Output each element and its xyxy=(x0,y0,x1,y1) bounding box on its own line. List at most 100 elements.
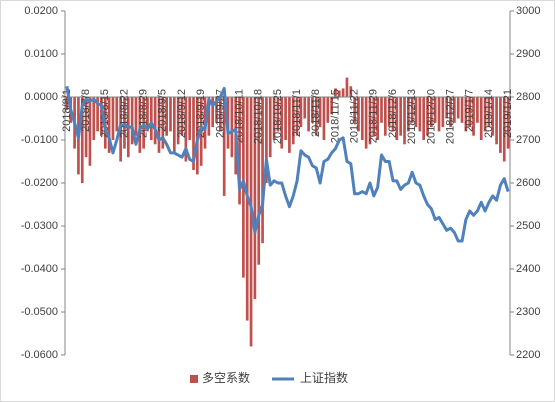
y-tick-label: -0.0100 xyxy=(21,134,58,146)
x-tick-label: 2018/11/29 xyxy=(368,89,380,143)
y2-tick-label: 2300 xyxy=(516,306,540,318)
y2-tick-label: 2500 xyxy=(516,220,540,232)
bar xyxy=(115,97,119,132)
bar xyxy=(441,97,445,128)
bar xyxy=(161,97,165,149)
bar xyxy=(337,90,341,97)
x-tick-label: 2018/10/18 xyxy=(253,89,265,144)
bar xyxy=(334,88,337,97)
bar xyxy=(257,97,261,265)
y-tick-label: -0.0200 xyxy=(21,177,58,189)
bar xyxy=(307,97,310,132)
bar xyxy=(311,97,314,123)
y2-tick-label: 2400 xyxy=(516,263,540,275)
bar xyxy=(487,97,491,128)
x-tick-label: 2018/9/5 xyxy=(157,89,169,132)
y-tick-label: 0.0200 xyxy=(24,5,58,17)
x-tick-label: 2019/1/7 xyxy=(464,89,476,132)
bar xyxy=(418,97,422,132)
bar xyxy=(138,97,142,153)
y-tick-label: -0.0300 xyxy=(21,220,58,232)
bar xyxy=(215,97,218,123)
bar xyxy=(410,97,414,123)
x-tick-label: 2018/8/29 xyxy=(138,89,150,138)
x-tick-label: 2018/12/20 xyxy=(425,89,437,144)
bar xyxy=(153,97,157,145)
bar xyxy=(265,97,268,183)
x-tick-label: 2018/11/22 xyxy=(349,89,361,143)
bar xyxy=(414,97,418,128)
legend-label: 上证指数 xyxy=(300,370,348,385)
bar xyxy=(364,97,368,149)
bar xyxy=(491,97,495,136)
bar xyxy=(357,97,360,132)
x-tick-label: 2018/10/25 xyxy=(272,89,284,144)
bar xyxy=(472,97,475,136)
x-tick-label: 2018/11/8 xyxy=(310,89,322,137)
bar xyxy=(453,97,456,123)
bar xyxy=(476,97,479,123)
bar xyxy=(100,97,103,136)
bar xyxy=(422,97,426,140)
bar xyxy=(192,97,195,171)
bar xyxy=(341,88,345,97)
bar xyxy=(276,97,280,132)
y2-tick-label: 3000 xyxy=(516,5,540,17)
bar xyxy=(284,97,287,140)
bar xyxy=(445,97,449,119)
bar xyxy=(165,97,169,136)
bar xyxy=(180,97,184,136)
bar xyxy=(272,97,276,140)
x-tick-label: 2019/1/14 xyxy=(483,89,495,138)
x-tick-label: 2018/12/27 xyxy=(444,89,456,144)
x-tick-label: 2018/9/12 xyxy=(176,89,188,138)
y2-tick-label: 2700 xyxy=(516,134,540,146)
x-tick-label: 2018/12/13 xyxy=(406,89,418,144)
bar xyxy=(372,97,376,136)
bar xyxy=(318,97,322,128)
bar xyxy=(437,97,441,132)
bar xyxy=(403,97,406,145)
y-tick-label: -0.0500 xyxy=(21,306,58,318)
bar xyxy=(376,97,379,140)
bar xyxy=(130,97,134,145)
bar xyxy=(330,97,333,115)
x-tick-label: 2018/11/1 xyxy=(291,89,303,137)
bar xyxy=(460,97,464,123)
bar xyxy=(211,97,215,128)
y-tick-label: 0.0100 xyxy=(24,48,58,60)
bar xyxy=(349,86,353,97)
bar xyxy=(399,97,403,136)
bar xyxy=(230,97,234,158)
bar xyxy=(222,97,226,196)
bar xyxy=(464,97,468,132)
bar xyxy=(395,97,399,140)
bar xyxy=(426,97,429,136)
bar xyxy=(80,97,84,183)
bar xyxy=(449,97,452,128)
x-tick-label: 2019/1/21 xyxy=(502,89,514,138)
bar xyxy=(172,97,176,153)
bar xyxy=(368,97,372,145)
bar xyxy=(242,97,245,278)
bar xyxy=(123,97,126,149)
bar xyxy=(502,97,506,162)
bar xyxy=(506,97,510,149)
x-tick-label: 2018/8/15 xyxy=(99,89,111,138)
x-tick-label: 2018/11/15 xyxy=(329,89,341,143)
bar xyxy=(280,97,284,149)
bar xyxy=(295,97,299,136)
bar xyxy=(353,97,356,123)
line xyxy=(65,86,510,243)
bar xyxy=(322,97,326,140)
bar xyxy=(483,97,487,132)
bar xyxy=(499,97,502,153)
bar xyxy=(406,97,410,132)
bar xyxy=(169,97,172,132)
x-tick-label: 2018/12/6 xyxy=(387,89,399,138)
bar xyxy=(238,97,241,205)
bar xyxy=(142,97,145,149)
bar xyxy=(468,97,472,128)
